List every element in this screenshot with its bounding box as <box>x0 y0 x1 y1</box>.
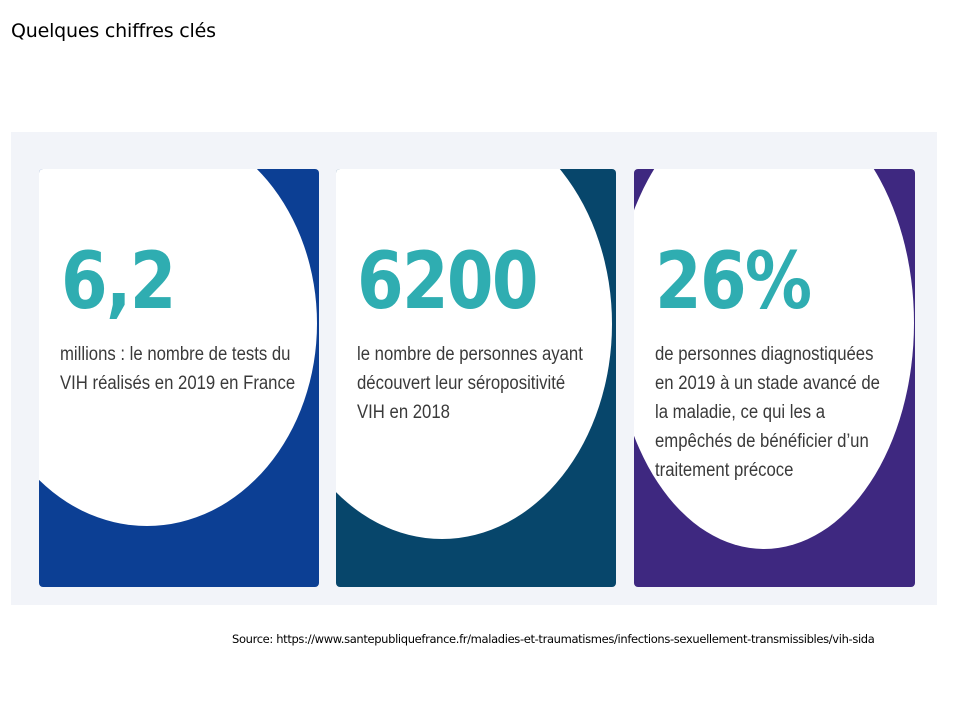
stat-card-tests: 6,2 millions : le nombre de tests du VIH… <box>39 169 319 587</box>
card-white-ellipse <box>634 169 914 549</box>
slide-title: Quelques chiffres clés <box>11 20 216 42</box>
key-figures-panel: 6,2 millions : le nombre de tests du VIH… <box>11 132 937 605</box>
stat-description: millions : le nombre de tests du VIH réa… <box>60 344 296 394</box>
stat-value: 26% <box>655 237 812 327</box>
stat-value: 6,2 <box>61 237 176 327</box>
stat-card-discoveries: 6200 le nombre de personnes ayant découv… <box>336 169 616 587</box>
stat-card-late-diagnosis: 26% de personnes diagnostiquées en 2019 … <box>634 169 915 587</box>
stat-description: le nombre de personnes ayant découvert l… <box>357 344 583 423</box>
stat-description: de personnes diagnostiquées en 2019 à un… <box>655 344 880 481</box>
stat-value: 6200 <box>357 237 539 327</box>
source-citation: Source: https://www.santepubliquefrance.… <box>232 632 875 646</box>
